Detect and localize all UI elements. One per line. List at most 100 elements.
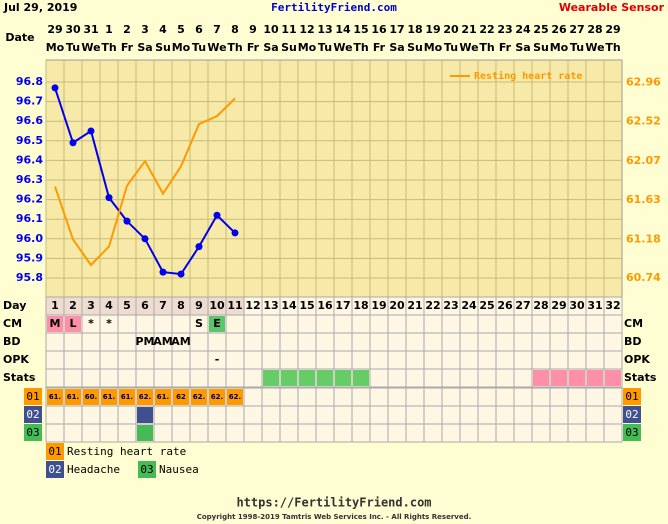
weekday-label: We (207, 41, 226, 54)
day-number: 3 (87, 299, 95, 312)
x-tick-label: 9 (249, 23, 257, 36)
table-cell (135, 314, 155, 334)
table-cell (279, 423, 299, 443)
weekday-label: Th (101, 41, 116, 54)
table-cell (549, 405, 569, 425)
stats-fill (605, 370, 621, 386)
value-label: 62. (211, 393, 223, 401)
y2-tick-label: 62.96 (626, 76, 661, 89)
table-cell (477, 387, 497, 407)
table-cell (513, 350, 533, 370)
value-label: 62. (193, 393, 205, 401)
day-number: 4 (105, 299, 113, 312)
table-cell (567, 405, 587, 425)
day-number: 21 (407, 299, 422, 312)
table-cell (441, 423, 461, 443)
day-number: 10 (209, 299, 225, 312)
symptom-fill (119, 389, 135, 405)
table-cell (405, 332, 425, 352)
table-cell (45, 423, 65, 443)
data-point (213, 211, 221, 219)
weekday-label: Tu (318, 41, 332, 54)
x-tick-label: 1 (105, 23, 113, 36)
data-point (105, 194, 113, 202)
table-cell (585, 423, 605, 443)
table-cell (225, 332, 245, 352)
day-number: 13 (263, 299, 278, 312)
table-cell (567, 350, 587, 370)
day-number: 23 (443, 299, 458, 312)
y2-tick-label: 61.18 (626, 232, 661, 245)
table-cell (63, 350, 83, 370)
table-cell (603, 350, 623, 370)
series-line (54, 97, 236, 267)
table-cell (189, 368, 209, 388)
table-cell (531, 423, 551, 443)
symptom-fill (191, 389, 207, 405)
symptom-code-box (24, 424, 42, 441)
row-label: BD (624, 335, 642, 348)
legend-label: Resting heart rate (474, 70, 582, 82)
weekday-label: Su (407, 41, 423, 54)
x-tick-label: 25 (533, 23, 548, 36)
x-tick-label: 13 (317, 23, 332, 36)
row-label: CM (624, 317, 643, 330)
table-cell (369, 314, 389, 334)
symptom-fill (227, 389, 243, 405)
table-cell (333, 423, 353, 443)
data-point (159, 268, 167, 276)
table-cell (63, 405, 83, 425)
cm-fill (47, 316, 63, 332)
table-cell (585, 332, 605, 352)
table-cell (351, 332, 371, 352)
table-cell (297, 387, 317, 407)
table-cell (243, 368, 263, 388)
table-cell (423, 368, 443, 388)
weekday-label: Th (227, 41, 242, 54)
table-cell (153, 405, 173, 425)
table-cell (567, 423, 587, 443)
weekday-label: Fr (373, 41, 386, 54)
symptom-code: 03 (140, 463, 153, 476)
table-cell (297, 423, 317, 443)
weekday-label: Fr (499, 41, 512, 54)
x-tick-label: 20 (443, 23, 459, 36)
value-label: 60. (85, 393, 97, 401)
value-label: 62 (176, 393, 186, 401)
symptom-fill (173, 389, 189, 405)
table-cell (369, 368, 389, 388)
table-cell (351, 423, 371, 443)
y-tick-label: 96.1 (16, 212, 43, 225)
weekday-label: We (459, 41, 478, 54)
day-number: 1 (51, 299, 59, 312)
day-number: 24 (461, 299, 477, 312)
weekday-label: Fr (121, 41, 134, 54)
x-tick-label: 4 (159, 23, 167, 36)
symptom-code-box (138, 461, 156, 478)
x-tick-label: 8 (231, 23, 239, 36)
symptom-fill (137, 425, 153, 441)
x-tick-label: 23 (497, 23, 512, 36)
weekday-label: Mo (298, 41, 317, 54)
table-cell (549, 423, 569, 443)
table-cell (207, 332, 227, 352)
symptom-code-box (623, 388, 641, 405)
y-tick-label: 96.4 (16, 153, 43, 166)
table-cell (81, 423, 101, 443)
table-cell (243, 314, 263, 334)
weekday-label: We (585, 41, 604, 54)
table-cell (153, 314, 173, 334)
x-tick-label: 10 (263, 23, 279, 36)
table-cell (459, 405, 479, 425)
table-cell (387, 387, 407, 407)
table-cell (207, 368, 227, 388)
table-cell (603, 387, 623, 407)
table-cell (423, 332, 443, 352)
table-cell (315, 423, 335, 443)
stats-fill (335, 370, 351, 386)
y2-tick-label: 60.74 (626, 271, 661, 284)
weekday-label: Th (605, 41, 620, 54)
table-cell (423, 387, 443, 407)
table-cell (135, 350, 155, 370)
table-cell (441, 387, 461, 407)
